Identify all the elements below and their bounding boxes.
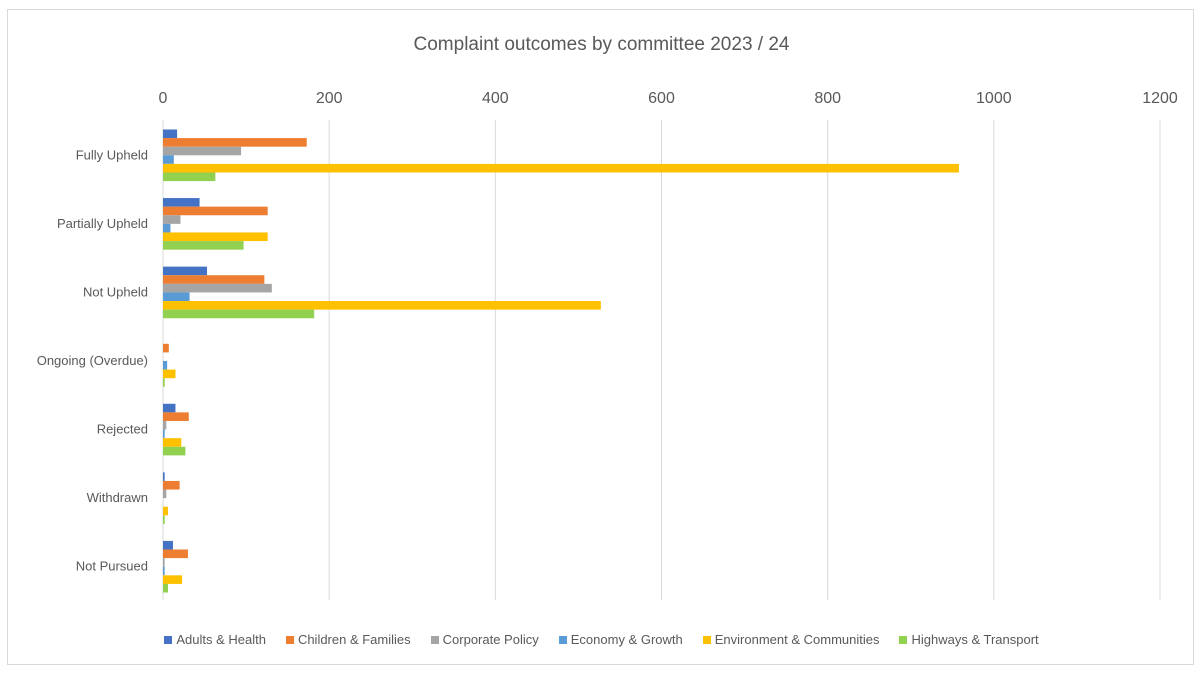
bar [163, 369, 176, 379]
bar [163, 292, 190, 302]
legend-label: Adults & Health [176, 632, 266, 647]
bars [163, 129, 959, 593]
bar [163, 283, 272, 293]
legend-item: Adults & Health [164, 632, 266, 647]
bar [163, 515, 165, 524]
category-label: Not Pursued [76, 559, 148, 574]
bar [163, 146, 242, 156]
chart-title: Complaint outcomes by committee 2023 / 2… [413, 34, 790, 55]
category-label: Withdrawn [87, 490, 148, 505]
y-axis-category-labels: Fully Upheld Partially Upheld Not Upheld On… [37, 147, 148, 573]
bar [163, 129, 178, 139]
category-label: Partially Upheld [57, 216, 148, 231]
bar [163, 138, 307, 147]
bar [163, 420, 167, 430]
bar [163, 472, 165, 481]
bar [163, 489, 167, 499]
bar [163, 403, 176, 413]
category-label: Ongoing (Overdue) [37, 353, 148, 368]
bar [163, 429, 165, 439]
bar [163, 412, 189, 421]
bar [163, 378, 165, 387]
legend-item: Environment & Communities [702, 632, 880, 647]
x-tick-label: 800 [814, 90, 841, 107]
x-tick-label: 400 [482, 90, 509, 107]
bar [163, 549, 188, 559]
legend-item: Corporate Policy [430, 632, 539, 647]
bar [163, 163, 959, 173]
legend-label: Economy & Growth [570, 632, 683, 647]
bar [163, 583, 168, 593]
bar [163, 343, 169, 353]
bar [163, 309, 315, 319]
gridlines [162, 120, 1161, 600]
x-tick-label: 1200 [1142, 90, 1178, 107]
legend-swatch [430, 635, 439, 644]
legend-item: Economy & Growth [558, 632, 683, 647]
bar [163, 275, 265, 284]
bar [163, 506, 168, 516]
category-label: Fully Upheld [76, 147, 148, 162]
bar [163, 155, 174, 164]
bar [163, 438, 182, 447]
bar [163, 206, 268, 216]
bar [163, 558, 165, 567]
x-tick-label: 600 [648, 90, 675, 107]
bar [163, 480, 180, 490]
legend-item: Highways & Transport [899, 632, 1039, 647]
bar [163, 241, 244, 250]
legend-swatch [899, 635, 908, 644]
legend-swatch [285, 635, 294, 644]
bar [163, 540, 173, 550]
bar [163, 198, 200, 207]
chart-frame [7, 9, 1194, 665]
bar [163, 223, 171, 233]
bar [163, 215, 181, 224]
bar [163, 266, 208, 276]
bar [163, 575, 183, 584]
legend-label: Environment & Communities [714, 632, 880, 647]
legend-item: Children & Families [285, 632, 411, 647]
legend-swatch [164, 635, 173, 644]
x-tick-label: 200 [316, 90, 343, 107]
category-label: Rejected [97, 422, 148, 437]
bar [163, 232, 268, 242]
x-axis-tick-labels: 0 200 400 600 800 1000 1200 [159, 90, 1178, 107]
legend-label: Children & Families [297, 632, 411, 647]
bar [163, 301, 601, 310]
legend-label: Highways & Transport [911, 632, 1039, 647]
bar [163, 566, 165, 576]
x-tick-label: 1000 [976, 90, 1012, 107]
bar [163, 361, 168, 370]
bar [163, 172, 216, 182]
category-label: Not Upheld [83, 284, 148, 299]
legend-swatch [702, 635, 711, 644]
legend: Adults & Health Children & Families Corpor… [0, 632, 1203, 647]
legend-swatch [558, 635, 567, 644]
x-tick-label: 0 [159, 90, 168, 107]
legend-label: Corporate Policy [442, 632, 539, 647]
bar [163, 446, 186, 456]
